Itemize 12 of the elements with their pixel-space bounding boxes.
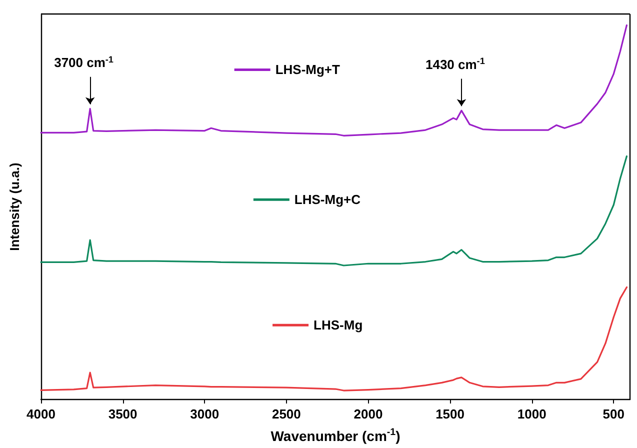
x-tick-label: 3000 [190, 406, 220, 422]
x-tick-label: 2500 [272, 406, 301, 422]
x-tick-label: 1000 [517, 406, 546, 422]
x-tick-label: 1500 [436, 406, 464, 422]
x-tick-label: 4000 [26, 406, 56, 422]
legend-label: LHS-Mg+T [275, 62, 340, 78]
y-axis-title: Intensity (u.a.) [7, 162, 22, 251]
x-tick-label: 3500 [108, 406, 138, 422]
x-tick-label: 500 [602, 406, 624, 422]
legend-label: LHS-Mg [314, 318, 363, 333]
x-tick-label: 2000 [354, 406, 383, 422]
legend-label: LHS-Mg+C [294, 192, 362, 208]
